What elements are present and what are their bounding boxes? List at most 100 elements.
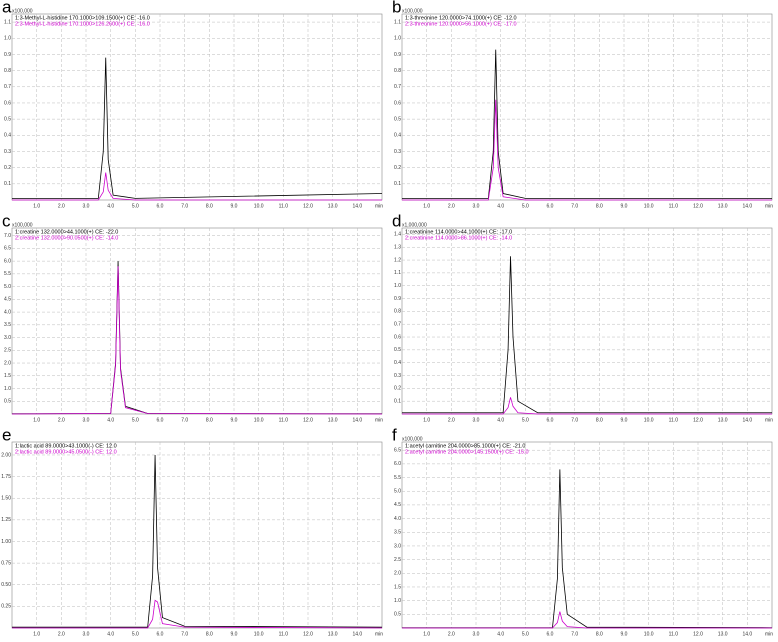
y-tick-label: 0.2: [4, 165, 11, 171]
x-tick-label: 5.0: [522, 203, 529, 209]
y-tick-label: 0.4: [394, 360, 401, 366]
x-unit: min: [375, 417, 383, 423]
x-unit: min: [765, 203, 773, 209]
y-tick-label: 1.0: [394, 598, 401, 604]
x-tick-label: 13.0: [328, 417, 338, 423]
x-tick-label: 7.0: [181, 417, 188, 423]
y-tick-label: 1.2: [394, 257, 401, 263]
x-tick-label: 1.0: [423, 203, 430, 209]
x-tick-label: 14.0: [352, 417, 362, 423]
x-unit: min: [765, 631, 773, 637]
x-tick-label: 4.0: [497, 417, 504, 423]
x-tick-label: 14.0: [742, 203, 752, 209]
x-tick-label: 14.0: [352, 631, 362, 637]
x-unit: min: [765, 417, 773, 423]
x-tick-label: 9.0: [621, 203, 628, 209]
panel-letter: c: [2, 211, 11, 230]
y-tick-label: 0.1: [4, 181, 11, 187]
plot-frame: [401, 227, 773, 415]
y-tick-label: 0.6: [394, 334, 401, 340]
y-tick-label: 3.5: [4, 322, 11, 328]
y-tick-label: 0.1: [394, 399, 401, 405]
x-tick-label: 2.0: [58, 631, 65, 637]
x-tick-label: 5.0: [132, 417, 139, 423]
y-tick-label: 6.5: [4, 246, 11, 252]
x-tick-label: 8.0: [596, 631, 603, 637]
y-tick-label: 1.5: [394, 584, 401, 590]
y-tick-label: 0.5: [394, 612, 401, 618]
y-tick-label: 6.0: [4, 258, 11, 264]
trace: [11, 266, 383, 415]
y-tick-label: 5.0: [4, 284, 11, 290]
scale-label: x100,000: [402, 436, 423, 442]
x-tick-label: 9.0: [231, 417, 238, 423]
x-tick-label: 7.0: [181, 203, 188, 209]
x-unit: min: [375, 203, 383, 209]
x-tick-label: 5.0: [522, 417, 529, 423]
y-tick-label: 0.8: [4, 68, 11, 74]
y-tick-label: 3.0: [394, 543, 401, 549]
y-tick-label: 2.00: [1, 452, 11, 458]
y-tick-label: 0.4: [394, 133, 401, 139]
trace: [402, 256, 772, 414]
y-tick-label: 1.1: [394, 19, 401, 25]
x-tick-label: 11.0: [279, 203, 289, 209]
y-tick-label: 0.75: [1, 560, 11, 566]
legend-entry: 2:lactic acid 89.0000>45.0500(-) CE: 12.…: [15, 449, 117, 455]
y-tick-label: 0.3: [4, 149, 11, 155]
x-tick-label: 3.0: [83, 631, 90, 637]
legend-entry: 1:acetyl carnitine 204.0000>85.1000(+) C…: [405, 443, 525, 449]
y-tick-label: 0.2: [394, 386, 401, 392]
scale-label: x1,000,000: [402, 222, 427, 228]
x-tick-label: 6.0: [157, 631, 164, 637]
x-tick-label: 14.0: [742, 631, 752, 637]
x-tick-label: 1.0: [423, 417, 430, 423]
x-tick-label: 10.0: [644, 203, 654, 209]
x-tick-label: 9.0: [231, 631, 238, 637]
y-tick-label: 0.4: [4, 133, 11, 139]
legend-entry: 1:creatinine 114.0000>44.1000(+) CE: -17…: [405, 229, 512, 235]
y-tick-label: 0.8: [394, 68, 401, 74]
legend-entry: 1:creatine 132.0000>44.1000(+) CE: -22.0: [15, 229, 118, 235]
x-tick-label: 12.0: [693, 631, 703, 637]
y-tick-label: 4.5: [394, 502, 401, 508]
x-tick-label: 12.0: [693, 417, 703, 423]
y-tick-label: 0.5: [394, 347, 401, 353]
x-tick-label: 5.0: [132, 203, 139, 209]
x-tick-label: 3.0: [83, 417, 90, 423]
y-tick-label: 0.25: [1, 604, 11, 610]
y-tick-label: 3.0: [4, 335, 11, 341]
x-tick-label: 12.0: [303, 417, 313, 423]
x-tick-label: 12.0: [303, 631, 313, 637]
legend-entry: 2:acetyl carnitine 204.0000>145.1500(+) …: [405, 449, 529, 455]
y-tick-label: 0.3: [394, 373, 401, 379]
x-tick-label: 10.0: [644, 417, 654, 423]
y-tick-label: 0.5: [4, 399, 11, 405]
y-tick-label: 0.8: [394, 309, 401, 315]
legend-entry: 1:lactic acid 89.0000>43.1000(-) CE: 12.…: [15, 443, 117, 449]
x-tick-label: 12.0: [693, 203, 703, 209]
legend-entry: 2:creatinine 114.0000>86.1000(+) CE: -14…: [405, 235, 512, 241]
y-tick-label: 0.7: [394, 84, 401, 90]
x-tick-label: 11.0: [669, 631, 679, 637]
x-tick-label: 11.0: [279, 631, 289, 637]
x-tick-label: 9.0: [621, 417, 628, 423]
legend-entry: 2:3-Methyl-L-histidine 170.1000>126.2600…: [15, 21, 150, 27]
y-tick-label: 1.0: [394, 36, 401, 42]
y-tick-label: 0.9: [394, 52, 401, 58]
y-tick-label: 0.6: [394, 100, 401, 106]
panel-letter: b: [392, 0, 401, 16]
x-tick-label: 9.0: [621, 631, 628, 637]
x-tick-label: 12.0: [303, 203, 313, 209]
trace: [402, 49, 772, 199]
y-tick-label: 1.75: [1, 474, 11, 480]
y-tick-label: 0.2: [394, 165, 401, 171]
x-tick-label: 6.0: [547, 631, 554, 637]
y-tick-label: 1.00: [1, 539, 11, 545]
y-tick-label: 7.0: [4, 233, 11, 239]
plot-frame: [11, 227, 383, 415]
x-tick-label: 9.0: [231, 203, 238, 209]
x-tick-label: 10.0: [254, 631, 264, 637]
x-tick-label: 14.0: [742, 417, 752, 423]
x-tick-label: 3.0: [473, 417, 480, 423]
